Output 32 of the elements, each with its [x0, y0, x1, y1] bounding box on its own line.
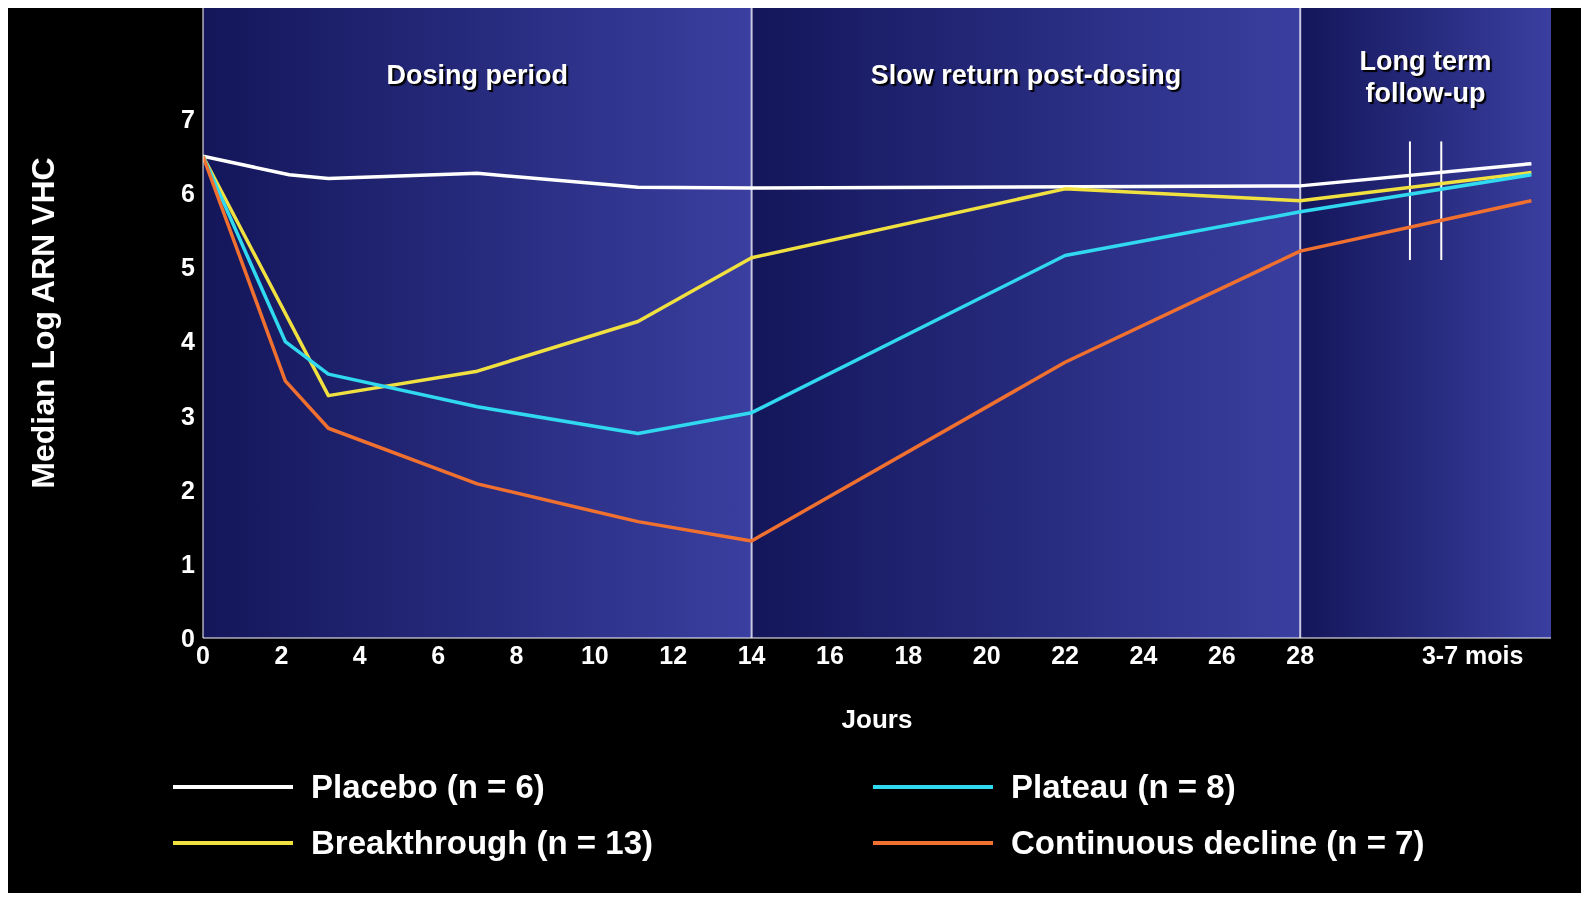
y-tick-label: 2 [181, 475, 195, 504]
x-tick-label: 18 [894, 640, 923, 669]
x-tick-label: 6 [431, 640, 446, 669]
x-tick-label: 2 [274, 640, 289, 669]
y-tick-label: 6 [181, 179, 195, 208]
x-tick-label: 4 [352, 640, 367, 669]
line-series [203, 154, 1534, 543]
x-axis-title: Jours [841, 704, 913, 734]
legend-label: Plateau (n = 8) [1011, 768, 1236, 806]
y-tick-label: 7 [181, 105, 195, 134]
y-tick-label: 1 [181, 549, 196, 578]
x-tick-label: 16 [816, 640, 844, 669]
band-label: Long term follow-up [1359, 46, 1492, 108]
x-tick-label: 8 [509, 640, 524, 669]
x-tick-label: 28 [1286, 640, 1315, 669]
legend-label: Continuous decline (n = 7) [1011, 824, 1425, 862]
x-tick-label: 20 [972, 640, 1001, 669]
x-tick-label: 26 [1207, 640, 1236, 669]
y-tick-label: 3 [181, 401, 195, 430]
y-tick-label: 5 [181, 253, 196, 282]
x-tick-label: 12 [659, 640, 688, 669]
band-label: Slow return post-dosing [870, 60, 1182, 90]
y-axis-title: Median Log ARN VHC [25, 157, 62, 489]
y-tick-label: 4 [181, 327, 196, 356]
legend-label: Placebo (n = 6) [311, 768, 545, 806]
x-tick-label: 22 [1051, 640, 1079, 669]
x-tick-label: 10 [580, 640, 609, 669]
x-tick-label: 3-7 mois [1421, 640, 1524, 669]
x-tick-label: 14 [737, 640, 766, 669]
x-tick-label: 24 [1129, 640, 1158, 669]
legend-label: Breakthrough (n = 13) [311, 824, 653, 862]
band-label: Dosing period [386, 60, 569, 90]
